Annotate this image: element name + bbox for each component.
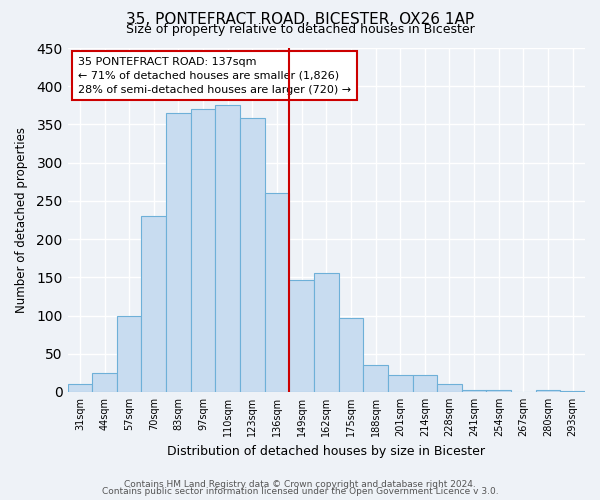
Bar xyxy=(413,375,437,392)
Bar xyxy=(560,391,585,392)
X-axis label: Distribution of detached houses by size in Bicester: Distribution of detached houses by size … xyxy=(167,444,485,458)
Bar xyxy=(240,118,265,392)
Bar xyxy=(289,280,314,392)
Bar xyxy=(265,193,289,392)
Bar xyxy=(92,373,117,392)
Bar xyxy=(166,113,191,392)
Text: Contains public sector information licensed under the Open Government Licence v : Contains public sector information licen… xyxy=(101,487,499,496)
Bar xyxy=(314,274,338,392)
Bar xyxy=(142,216,166,392)
Bar xyxy=(215,106,240,392)
Bar xyxy=(68,384,92,392)
Text: Contains HM Land Registry data © Crown copyright and database right 2024.: Contains HM Land Registry data © Crown c… xyxy=(124,480,476,489)
Bar xyxy=(437,384,462,392)
Text: 35, PONTEFRACT ROAD, BICESTER, OX26 1AP: 35, PONTEFRACT ROAD, BICESTER, OX26 1AP xyxy=(126,12,474,28)
Bar xyxy=(338,318,363,392)
Bar xyxy=(462,390,487,392)
Bar xyxy=(388,375,413,392)
Bar xyxy=(117,316,142,392)
Bar xyxy=(191,109,215,392)
Bar xyxy=(487,390,511,392)
Bar xyxy=(536,390,560,392)
Bar xyxy=(363,365,388,392)
Text: 35 PONTEFRACT ROAD: 137sqm
← 71% of detached houses are smaller (1,826)
28% of s: 35 PONTEFRACT ROAD: 137sqm ← 71% of deta… xyxy=(78,56,351,94)
Text: Size of property relative to detached houses in Bicester: Size of property relative to detached ho… xyxy=(125,22,475,36)
Y-axis label: Number of detached properties: Number of detached properties xyxy=(15,127,28,313)
